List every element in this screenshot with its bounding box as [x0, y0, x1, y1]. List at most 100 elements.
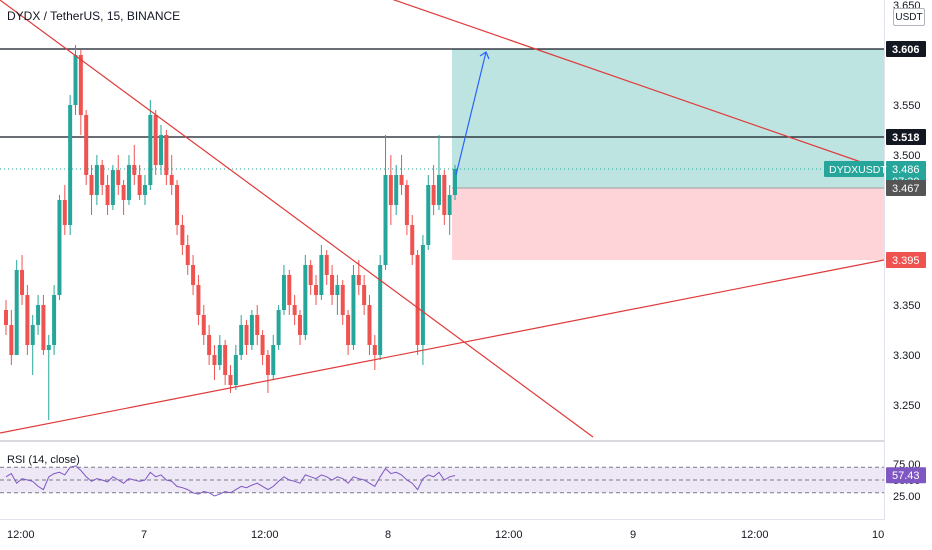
candle [25, 285, 30, 355]
candle-body [68, 105, 73, 225]
candle-body [351, 275, 356, 345]
candle [148, 100, 153, 190]
price-label: 3.395 [892, 255, 920, 267]
time-tick-label: 12:00 [495, 529, 523, 541]
candle-body [394, 175, 399, 205]
candle [110, 165, 115, 210]
candle [265, 350, 270, 393]
candle-body [265, 355, 270, 375]
candle-body [9, 325, 14, 355]
candle [20, 255, 25, 305]
candle-body [383, 175, 388, 265]
candle [191, 255, 196, 295]
candle [207, 325, 212, 365]
rsi-value-label: 57.43 [892, 470, 920, 482]
candle [426, 175, 431, 250]
price-label-bg [886, 41, 926, 57]
symbol-label-bg [824, 161, 884, 177]
candle-body [223, 345, 228, 375]
currency-badge[interactable]: USDT [893, 8, 925, 26]
candle [362, 275, 367, 315]
price-label-bg [886, 180, 926, 196]
price-tick-label: 3.550 [893, 100, 921, 112]
arrow-head [479, 51, 490, 60]
candle [233, 345, 238, 390]
candle-body [410, 225, 415, 255]
rsi-value-bg [886, 467, 926, 484]
candle [404, 180, 409, 235]
candle [132, 145, 137, 185]
rsi-line [5, 465, 456, 497]
candle [383, 135, 388, 270]
candle [308, 260, 313, 295]
candle-body [271, 345, 276, 375]
candle-body [346, 315, 351, 345]
candle-body [447, 195, 452, 215]
candle-body [30, 325, 35, 345]
candle-body [420, 245, 425, 345]
candle [260, 330, 265, 365]
candle [292, 295, 297, 325]
candle-body [100, 165, 105, 185]
candle [4, 300, 8, 335]
candle-body [303, 265, 308, 335]
candle [330, 265, 335, 305]
candle [297, 310, 302, 345]
candle-body [62, 200, 67, 225]
candle-body [110, 170, 115, 205]
candle-body [426, 185, 431, 245]
candle-body [217, 345, 222, 365]
candle [185, 235, 190, 275]
candle [244, 320, 249, 355]
candle [73, 45, 78, 115]
candle-body [78, 55, 83, 115]
candle-body [14, 270, 19, 355]
symbol-title: DYDX / TetherUS, 15, BINANCE [7, 9, 181, 23]
target-zone [452, 49, 884, 188]
candle [100, 160, 105, 195]
candle-body [137, 175, 142, 195]
candle-body [36, 305, 41, 325]
time-tick-label: 9 [630, 529, 636, 541]
candle [255, 305, 260, 345]
candle [175, 180, 180, 235]
price-tick-label: 3.300 [893, 350, 921, 362]
candle-body [73, 55, 78, 105]
candle-body [201, 315, 206, 335]
candle [126, 155, 131, 205]
candle [447, 185, 452, 235]
price-label-bg [886, 252, 926, 268]
candle-body [185, 245, 190, 265]
candle [169, 155, 174, 195]
rsi-tick-label: 25.00 [893, 491, 921, 503]
candle [84, 110, 89, 185]
candle-body [25, 295, 30, 345]
candle-body [20, 270, 25, 295]
rsi-label: RSI (14, close) [7, 454, 80, 466]
price-label: 3.606 [892, 44, 920, 56]
candle-body [121, 185, 126, 200]
candle-body [292, 305, 297, 315]
candle-body [297, 315, 302, 335]
candle [356, 260, 361, 295]
price-label: 3.518 [892, 132, 920, 144]
candle-body [228, 375, 233, 385]
candle-body [169, 175, 174, 185]
candle [36, 295, 41, 335]
candle-body [399, 175, 404, 185]
candle-body [287, 275, 292, 305]
time-tick-label: 12:00 [741, 529, 769, 541]
candle [367, 295, 372, 355]
candle-body [207, 335, 212, 355]
symbol-label: DYDXUSDT [829, 164, 887, 176]
candle [249, 310, 254, 350]
candle [287, 270, 292, 315]
candle-body [367, 305, 372, 345]
candle [394, 165, 399, 215]
candle [319, 245, 324, 300]
candle [399, 155, 404, 195]
candle-body [319, 255, 324, 295]
candle [94, 155, 99, 205]
candle-body [372, 345, 377, 355]
